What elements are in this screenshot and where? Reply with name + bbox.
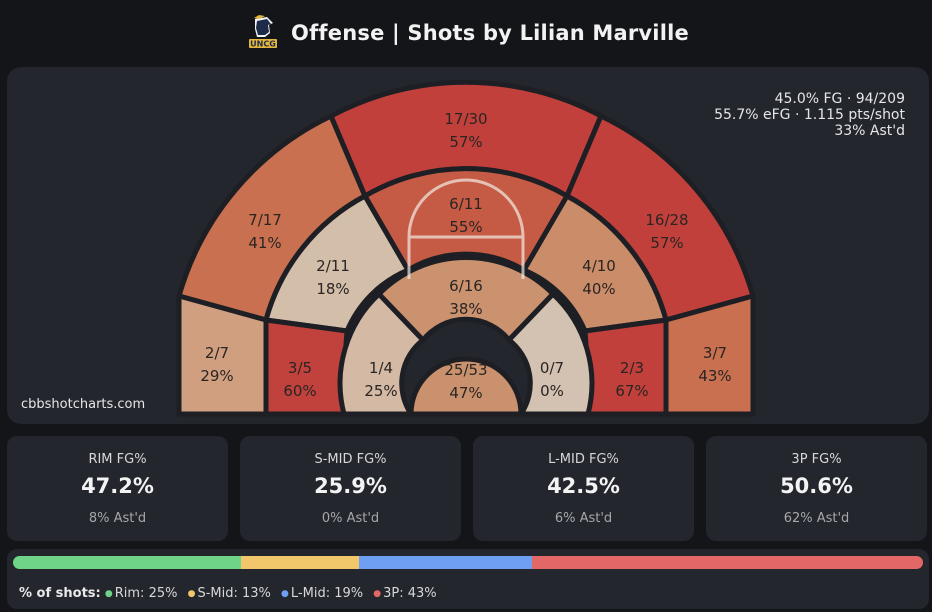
zone-label-lmid-lw-pct: 18% bbox=[316, 280, 349, 298]
stat-efg-line: 55.7% eFG · 1.115 pts/shot bbox=[714, 107, 905, 123]
zone-shape-smid-right bbox=[506, 291, 595, 417]
zone-label-lmid-lw-made: 2/11 bbox=[316, 257, 350, 275]
zone-label-smid-left-pct: 25% bbox=[364, 382, 397, 400]
card-sub: 0% Ast'd bbox=[321, 511, 380, 526]
zone-label-lmid-top-pct: 55% bbox=[449, 218, 482, 236]
zone-label-lmid-rw-pct: 40% bbox=[582, 280, 615, 298]
card-sub: 62% Ast'd bbox=[783, 511, 850, 526]
overall-stats: 45.0% FG · 94/209 55.7% eFG · 1.115 pts/… bbox=[714, 91, 905, 139]
zone-label-w3-right-made: 16/28 bbox=[645, 211, 688, 229]
card-value: 25.9% bbox=[314, 474, 387, 498]
card-sub: 8% Ast'd bbox=[88, 511, 147, 526]
header: UNCG Offense | Shots by Lilian Marville bbox=[0, 0, 932, 66]
card-sub: 6% Ast'd bbox=[554, 511, 613, 526]
watermark: cbbshotcharts.com bbox=[21, 397, 146, 412]
legend-dot-3p: ● bbox=[373, 589, 382, 599]
zone-shape-paint bbox=[376, 255, 556, 343]
zone-label-c3-left-made: 2/7 bbox=[205, 344, 229, 362]
card-value: 47.2% bbox=[81, 474, 154, 498]
zone-label-c3-right-made: 3/7 bbox=[703, 344, 727, 362]
zone-label-c3-right-pct: 43% bbox=[698, 367, 731, 385]
card-label: 3P FG% bbox=[791, 452, 842, 467]
zone-cards: RIM FG% 47.2% 8% Ast'd S-MID FG% 25.9% 0… bbox=[7, 436, 929, 541]
card-label: L-MID FG% bbox=[548, 452, 619, 467]
distribution-legend: % of shots: ● Rim: 25% ● S-Mid: 13% ● L-Mid… bbox=[19, 586, 443, 601]
stat-assisted-line: 33% Ast'd bbox=[834, 123, 905, 139]
segment-rim bbox=[13, 556, 241, 569]
card-rim: RIM FG% 47.2% 8% Ast'd bbox=[7, 436, 228, 541]
zone-label-rim-made: 25/53 bbox=[444, 361, 487, 379]
card-label: RIM FG% bbox=[88, 452, 147, 467]
zone-label-smid-right-made: 0/7 bbox=[540, 359, 564, 377]
zone-label-paint-made: 6/16 bbox=[449, 277, 483, 295]
zone-label-lmid-rb-made: 2/3 bbox=[620, 359, 644, 377]
zone-label-lmid-top-made: 6/11 bbox=[449, 195, 483, 213]
segment-lmid bbox=[358, 556, 532, 569]
segment-3p bbox=[531, 556, 923, 569]
zone-label-lmid-rw-made: 4/10 bbox=[582, 257, 616, 275]
legend-item-lmid: L-Mid: 19% bbox=[290, 586, 364, 601]
legend-dot-smid: ● bbox=[187, 589, 196, 599]
card-smid: S-MID FG% 25.9% 0% Ast'd bbox=[240, 436, 461, 541]
distribution-bar bbox=[13, 556, 923, 569]
stat-fg-line: 45.0% FG · 94/209 bbox=[774, 91, 905, 107]
zone-label-lmid-rb-pct: 67% bbox=[615, 382, 648, 400]
zone-label-c3-left-pct: 29% bbox=[200, 367, 233, 385]
shot-distribution: % of shots: ● Rim: 25% ● S-Mid: 13% ● L-Mid… bbox=[7, 549, 929, 609]
zone-label-lmid-lb-made: 3/5 bbox=[288, 359, 312, 377]
legend-item-smid: S-Mid: 13% bbox=[197, 586, 271, 601]
legend-item-rim: Rim: 25% bbox=[114, 586, 178, 601]
svg-text:UNCG: UNCG bbox=[250, 40, 276, 49]
segment-smid bbox=[240, 556, 359, 569]
zone-label-w3-left-made: 7/17 bbox=[248, 211, 282, 229]
card-value: 42.5% bbox=[547, 474, 620, 498]
page-title: Offense | Shots by Lilian Marville bbox=[291, 21, 689, 45]
legend-title: % of shots: bbox=[19, 586, 101, 601]
card-3p: 3P FG% 50.6% 62% Ast'd bbox=[706, 436, 927, 541]
zone-label-top3-made: 17/30 bbox=[444, 110, 487, 128]
card-lmid: L-MID FG% 42.5% 6% Ast'd bbox=[473, 436, 694, 541]
zone-shape-rim bbox=[408, 356, 524, 417]
zone-label-rim-pct: 47% bbox=[449, 384, 482, 402]
zone-label-smid-right-pct: 0% bbox=[540, 382, 564, 400]
zone-label-w3-left-pct: 41% bbox=[248, 234, 281, 252]
uncg-spartan-logo-icon: UNCG bbox=[249, 15, 278, 49]
zone-label-smid-left-made: 1/4 bbox=[369, 359, 393, 377]
zone-label-top3-pct: 57% bbox=[449, 133, 482, 151]
card-value: 50.6% bbox=[780, 474, 853, 498]
lane-lines bbox=[407, 178, 525, 279]
shot-chart-panel: 17/30 57% 7/17 41% 16/28 57% 6/11 55% 2/… bbox=[7, 67, 929, 424]
card-label: S-MID FG% bbox=[314, 452, 387, 467]
legend-item-3p: 3P: 43% bbox=[383, 586, 437, 601]
shot-chart: 17/30 57% 7/17 41% 16/28 57% 6/11 55% 2/… bbox=[176, 79, 756, 417]
legend-dot-rim: ● bbox=[104, 589, 113, 599]
zone-label-w3-right-pct: 57% bbox=[650, 234, 683, 252]
zone-label-paint-pct: 38% bbox=[449, 300, 482, 318]
legend-dot-lmid: ● bbox=[281, 589, 289, 599]
zone-label-lmid-lb-pct: 60% bbox=[283, 382, 316, 400]
